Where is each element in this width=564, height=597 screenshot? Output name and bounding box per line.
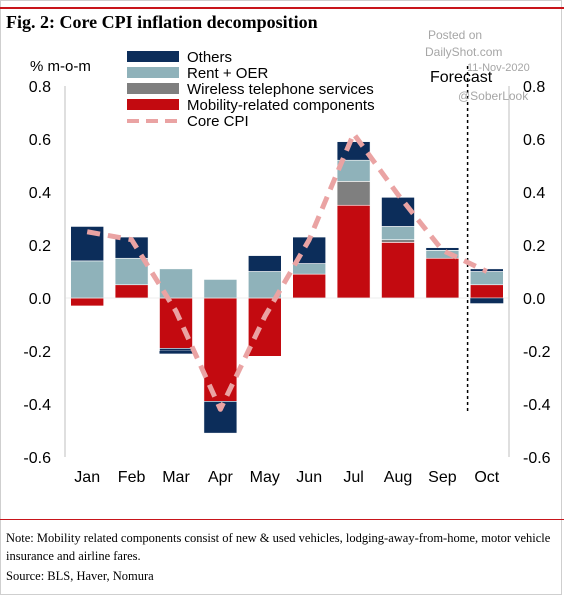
right-tick-label: 0.4 xyxy=(523,185,545,202)
x-tick-label: Jul xyxy=(343,469,363,486)
legend-swatch-others xyxy=(127,51,179,62)
legend-label: Mobility-related components xyxy=(187,97,375,114)
left-tick-label: 0.6 xyxy=(29,132,51,149)
bar-mobility xyxy=(425,257,460,299)
bar-others xyxy=(248,255,282,272)
footnote: Note: Mobility related components consis… xyxy=(6,531,551,563)
watermark-posted: Posted on xyxy=(428,28,483,42)
bar-mobility xyxy=(203,297,238,402)
bar-wireless xyxy=(381,239,415,243)
right-tick-label: 0.0 xyxy=(523,291,545,308)
x-tick-label: Aug xyxy=(384,469,412,486)
legend-swatch-wireless xyxy=(127,83,179,94)
left-tick-label: -0.4 xyxy=(23,397,51,414)
top-rule xyxy=(0,7,564,9)
x-tick-label: Feb xyxy=(118,469,146,486)
x-tick-label: Apr xyxy=(208,469,234,486)
right-tick-label: -0.4 xyxy=(523,397,551,414)
bar-others xyxy=(159,348,193,352)
bar-mobility xyxy=(292,273,327,299)
chart: 0.8 0.8 0.6 0.6 0.4 0.4 0.2 0.2 0.0 0.0 -0.2 -0.2 -0… xyxy=(23,49,551,486)
x-tick-label: Jun xyxy=(296,469,322,486)
bar-mobility xyxy=(248,297,282,357)
x-tick-label: Oct xyxy=(474,469,499,486)
watermark-handle: @SoberLook xyxy=(458,89,529,103)
bar-wireless xyxy=(336,181,371,206)
bar-mobility xyxy=(336,204,371,299)
bar-mobility xyxy=(114,284,149,299)
bar-others xyxy=(336,141,371,161)
left-tick-label: 0.4 xyxy=(29,185,51,202)
x-tick-label: May xyxy=(250,469,280,486)
y-axis-label: % m-o-m xyxy=(30,58,91,75)
right-tick-label: -0.6 xyxy=(523,450,551,467)
bar-rent_oer xyxy=(203,279,238,299)
left-tick-label: 0.8 xyxy=(29,79,51,96)
watermark-site[interactable]: DailyShot.com xyxy=(425,45,503,59)
note-rule xyxy=(0,519,564,520)
right-tick-label: 0.6 xyxy=(523,132,545,149)
left-tick-label: 0.0 xyxy=(29,291,51,308)
x-tick-label: Mar xyxy=(162,469,190,486)
bar-rent_oer xyxy=(469,271,504,286)
legend-label: Others xyxy=(187,49,232,66)
bar-mobility xyxy=(381,242,415,299)
legend-label: Wireless telephone services xyxy=(187,81,374,98)
bar-rent_oer xyxy=(114,257,149,286)
legend-label: Rent + OER xyxy=(187,65,268,82)
right-tick-label: -0.2 xyxy=(523,344,551,361)
bar-others-negative xyxy=(159,351,193,354)
legend-label: Core CPI xyxy=(187,113,249,130)
bar-rent_oer xyxy=(70,260,104,299)
bar-mobility xyxy=(159,297,193,349)
bar-mobility xyxy=(70,297,104,307)
x-tick-label: Sep xyxy=(428,469,457,486)
watermark-date: 11-Nov-2020 xyxy=(467,62,530,74)
bar-others-negative xyxy=(470,298,504,304)
left-tick-label: 0.2 xyxy=(29,238,51,255)
legend-swatch-rent_oer xyxy=(127,67,179,78)
bar-rent_oer xyxy=(292,263,327,275)
x-tick-label: Jan xyxy=(74,469,100,486)
right-tick-label: 0.2 xyxy=(523,238,545,255)
bar-others xyxy=(425,247,460,251)
right-tick-label: 0.8 xyxy=(523,79,545,96)
legend-swatch-mobility xyxy=(127,99,179,110)
left-tick-label: -0.6 xyxy=(23,450,51,467)
core-cpi-line xyxy=(86,131,488,412)
bar-others xyxy=(114,236,149,259)
bar-mobility xyxy=(469,284,504,299)
bar-rent_oer xyxy=(381,226,415,240)
forecast-label: Forecast xyxy=(430,69,493,86)
source-line: Source: BLS, Haver, Nomura xyxy=(6,569,154,583)
left-tick-label: -0.2 xyxy=(23,344,51,361)
figure-title: Fig. 2: Core CPI inflation decomposition xyxy=(6,12,318,32)
